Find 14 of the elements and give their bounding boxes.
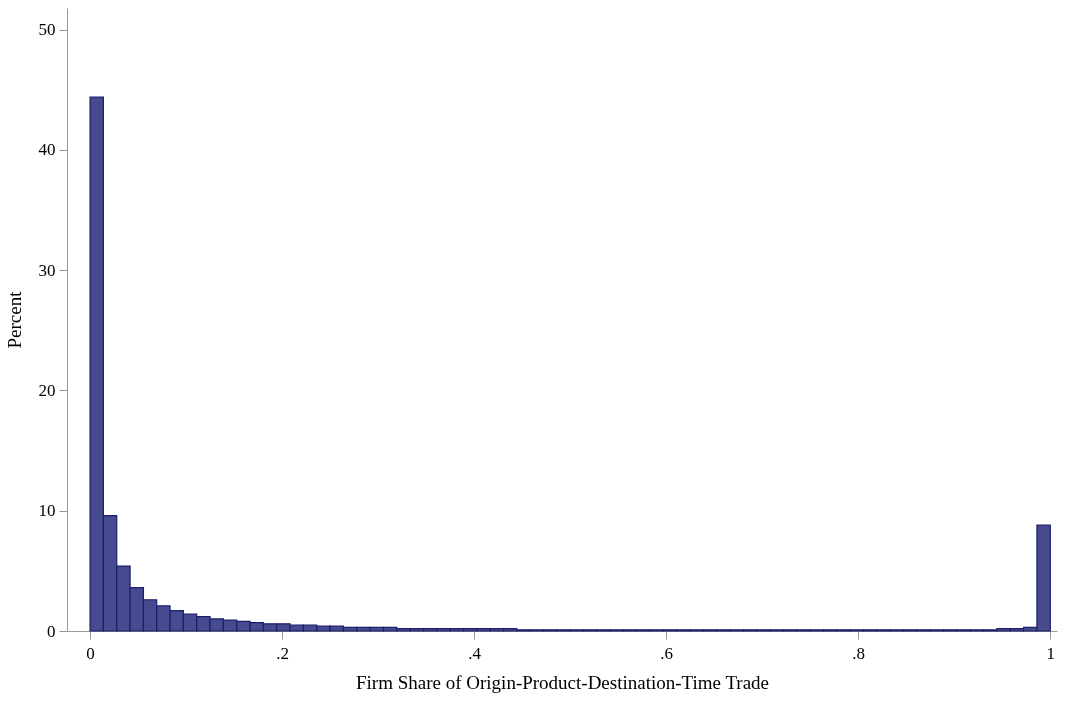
y-axis-title: Percent (3, 290, 25, 349)
y-tick-label: 10 (38, 501, 56, 521)
x-tick-label: .8 (852, 643, 866, 663)
x-axis-title: Firm Share of Origin-Product-Destination-Time Trade (355, 671, 770, 693)
x-tick-label: .6 (660, 643, 674, 663)
y-tick-label: 0 (47, 621, 56, 641)
y-tick-label: 50 (38, 20, 56, 40)
x-tick-label: 1 (1046, 643, 1056, 663)
y-tick-label: 40 (38, 140, 56, 160)
x-tick-label: .2 (276, 643, 289, 663)
y-tick-label: 20 (38, 380, 56, 400)
x-tick-label: .4 (468, 643, 482, 663)
y-tick-label: 30 (38, 260, 56, 280)
x-tick-label: 0 (86, 643, 95, 663)
